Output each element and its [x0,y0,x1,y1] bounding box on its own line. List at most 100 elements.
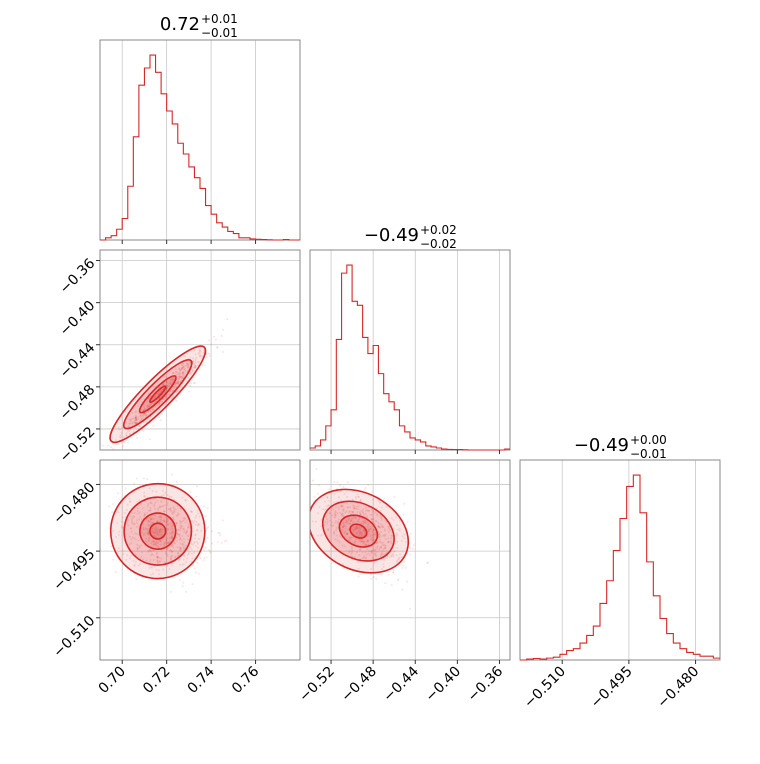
scatter-point [149,554,152,557]
scatter-point [365,557,368,560]
scatter-point [338,541,341,544]
scatter-point [158,403,161,406]
scatter-point [192,522,195,525]
scatter-point [146,413,149,416]
scatter-point [112,558,115,561]
scatter-point [366,527,369,530]
scatter-point [179,507,182,510]
scatter-point [372,557,375,560]
scatter-point [193,551,196,554]
scatter-point [141,531,144,534]
scatter-point [398,556,401,559]
scatter-point [338,484,341,487]
scatter-point [152,541,155,544]
scatter-point [397,578,400,581]
scatter-point [189,373,192,376]
scatter-point [341,505,344,508]
scatter-point [169,555,172,558]
scatter-point [171,524,174,527]
scatter-point [355,525,358,528]
scatter-point [344,525,347,528]
scatter-point [361,532,364,535]
scatter-point [183,355,186,358]
scatter-point [177,382,180,385]
scatter-point [130,538,133,541]
scatter-point [144,412,147,415]
scatter-point [375,542,378,545]
scatter-point [171,377,174,380]
scatter-point [184,499,187,502]
scatter-point [370,568,373,571]
scatter-point [161,489,164,492]
scatter-point [134,422,137,425]
scatter-point [386,557,389,560]
scatter-point [179,527,182,530]
scatter-point [154,405,157,408]
scatter-point [171,387,174,390]
scatter-point [177,512,180,515]
scatter-point [159,419,162,422]
scatter-point [150,502,153,505]
scatter-point [176,552,179,555]
scatter-point [377,499,380,502]
scatter-point [326,520,329,523]
scatter-point [337,518,340,521]
scatter-point [356,530,359,533]
scatter-point [139,419,142,422]
scatter-point [132,515,135,518]
scatter-point [345,490,348,493]
scatter-point [164,491,167,494]
scatter-point [189,371,192,374]
scatter-point [357,505,360,508]
scatter-point [136,437,139,440]
scatter-point [162,388,165,391]
scatter-point [346,532,349,535]
scatter-point [167,517,170,520]
scatter-point [337,508,340,511]
scatter-point [175,522,178,525]
scatter-point [319,534,322,537]
scatter-point [166,555,169,558]
scatter-point [372,549,375,552]
scatter-point [149,520,152,523]
scatter-point [345,532,348,535]
scatter-point [332,524,335,527]
scatter-point [340,528,343,531]
scatter-point [347,551,350,554]
scatter-point [342,507,345,510]
title-param-1-plus: +0.01 [201,12,238,26]
scatter-point [146,504,149,507]
scatter-point [349,520,352,523]
scatter-point [146,529,149,532]
scatter-point [193,519,196,522]
scatter-point [351,555,354,558]
scatter-point [153,396,156,399]
scatter-point [401,564,404,567]
scatter-point [358,532,361,535]
scatter-point [395,516,398,519]
scatter-point [328,512,331,515]
scatter-point [187,363,190,366]
scatter-point [223,540,226,543]
scatter-point [191,519,194,522]
scatter-point [387,573,390,576]
scatter-point [371,531,374,534]
scatter-point [156,557,159,560]
scatter-point [208,548,211,551]
scatter-point [155,542,158,545]
scatter-point [180,368,183,371]
scatter-point [216,345,219,348]
scatter-point [359,535,362,538]
scatter-point [169,381,172,384]
scatter-point [376,525,379,528]
scatter-point [390,542,393,545]
scatter-point [359,499,362,502]
scatter-point [134,416,137,419]
scatter-point [346,533,349,536]
scatter-point [203,364,206,367]
scatter-point [162,387,165,390]
scatter-point [359,512,362,515]
scatter-point [130,518,133,521]
x-tick-label: −0.510 [521,664,569,712]
scatter-point [362,508,365,511]
